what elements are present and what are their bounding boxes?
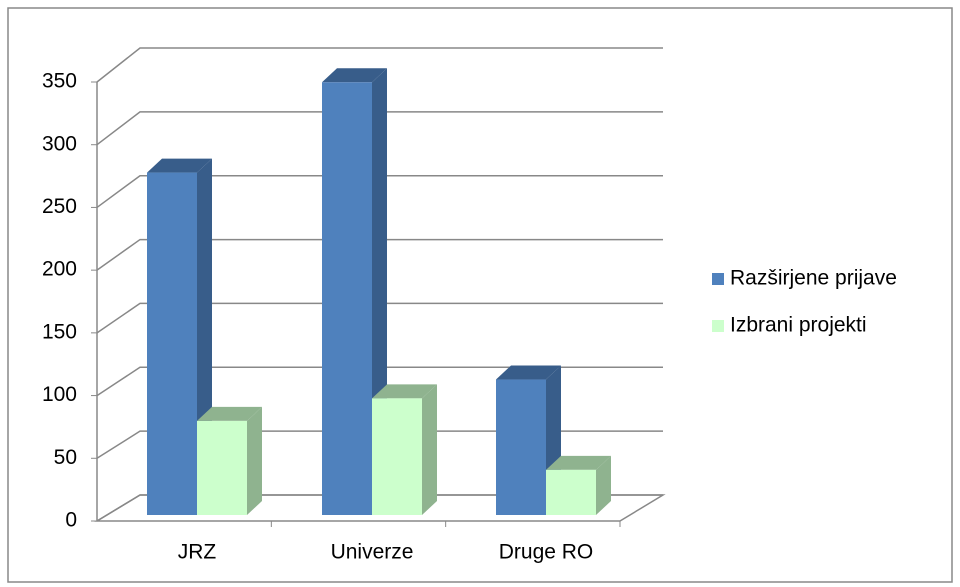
bar-front	[322, 82, 372, 516]
bar-front	[147, 172, 197, 515]
bar-front	[496, 379, 546, 515]
bar-side	[596, 455, 611, 515]
bar-top	[546, 455, 611, 470]
legend-label: Izbrani projekti	[730, 314, 867, 337]
bar-top	[372, 384, 437, 399]
bar-top	[147, 158, 212, 173]
y-tick-label: 200	[42, 258, 77, 281]
bar-front	[197, 420, 247, 515]
bar-front	[372, 398, 422, 515]
y-tick-label: 300	[42, 132, 77, 155]
bar	[372, 384, 437, 515]
bar-top	[496, 365, 561, 380]
bar-side	[247, 406, 262, 515]
y-tick-label: 50	[54, 446, 77, 469]
bar	[546, 455, 611, 515]
y-tick-label: 0	[65, 509, 77, 532]
legend-swatch	[712, 273, 724, 285]
grid-line	[96, 494, 663, 522]
grid-line	[96, 47, 663, 83]
bar-front	[546, 469, 596, 515]
grid-line	[96, 302, 663, 334]
y-tick-label: 350	[42, 70, 77, 93]
bar-top	[322, 68, 387, 83]
grid-line	[96, 366, 663, 397]
x-tick-label: Univerze	[331, 541, 414, 564]
grid-line	[96, 430, 663, 459]
legend-swatch	[712, 320, 724, 332]
bar-top	[197, 406, 262, 421]
grid-line	[96, 174, 663, 209]
y-tick-label: 100	[42, 383, 77, 406]
grid-line	[96, 111, 663, 146]
bar	[197, 406, 262, 515]
bar-side	[422, 384, 437, 515]
x-tick-label: JRZ	[178, 541, 217, 564]
legend-label: Razširjene prijave	[730, 267, 897, 290]
y-tick-label: 150	[42, 320, 77, 343]
y-tick-label: 250	[42, 195, 77, 218]
grid-line	[96, 238, 663, 271]
x-tick-label: Druge RO	[499, 541, 594, 564]
